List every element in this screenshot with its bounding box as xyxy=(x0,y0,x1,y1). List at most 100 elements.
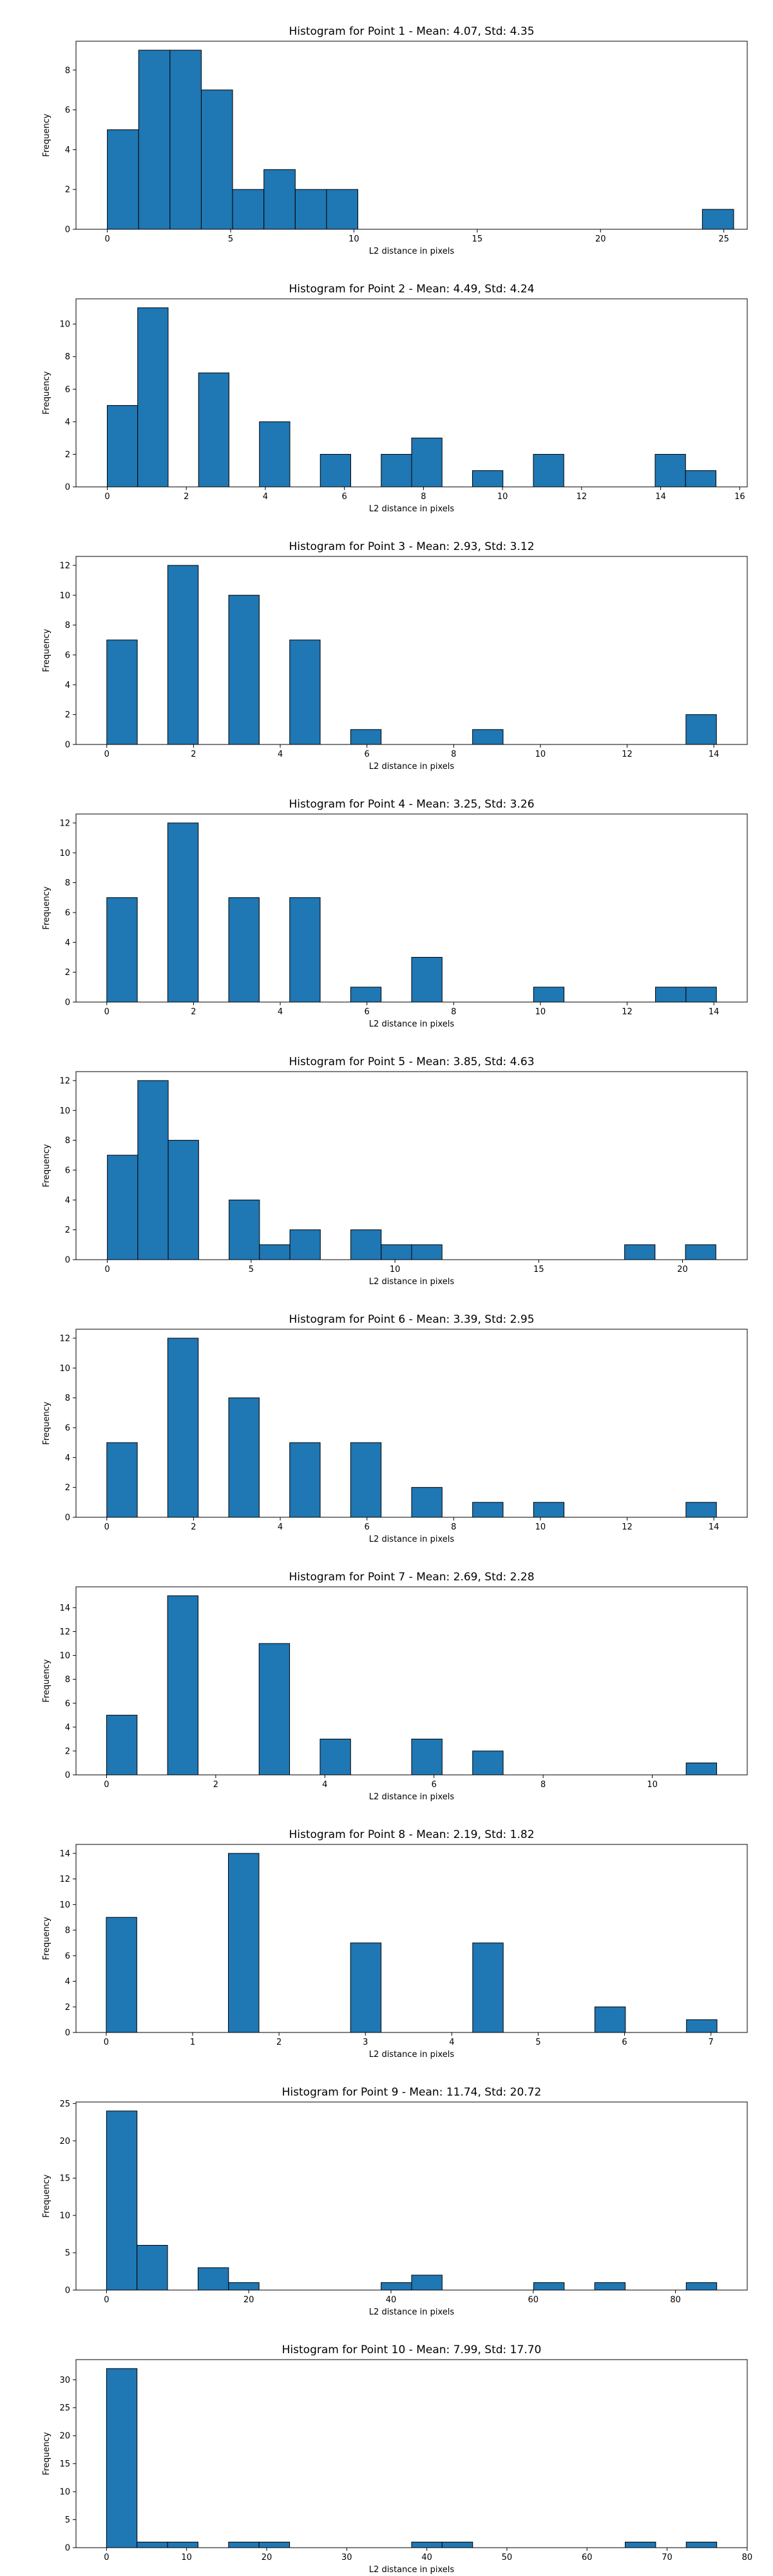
histogram-bar xyxy=(685,470,717,488)
histogram-bar xyxy=(263,169,296,230)
x-tick-label: 80 xyxy=(742,2553,753,2562)
y-tick-label: 0 xyxy=(65,741,70,750)
plot-frame xyxy=(75,1071,748,1260)
histogram-bar xyxy=(106,1442,138,1518)
histogram-bar xyxy=(258,1643,291,1776)
histogram-bar xyxy=(167,1140,199,1260)
histogram-6: Histogram for Point 6 - Mean: 3.39, Std:… xyxy=(42,1313,748,1544)
y-tick-label: 2 xyxy=(65,450,70,460)
histogram-bar xyxy=(685,1244,716,1260)
chart-title: Histogram for Point 5 - Mean: 3.85, Std:… xyxy=(289,1056,534,1068)
histogram-bar xyxy=(106,2368,138,2548)
y-tick-label: 10 xyxy=(59,1900,70,1910)
x-tick-label: 30 xyxy=(341,2553,352,2562)
histogram-bar xyxy=(320,453,351,488)
histogram-bar xyxy=(294,189,327,230)
histogram-bar xyxy=(350,729,382,745)
histogram-8: Histogram for Point 8 - Mean: 2.19, Std:… xyxy=(42,1828,748,2060)
histogram-bar xyxy=(533,1502,565,1518)
histogram-bar xyxy=(472,1750,504,1776)
y-tick-label: 10 xyxy=(59,1364,70,1374)
y-tick-label: 15 xyxy=(59,2174,70,2184)
x-tick-label: 10 xyxy=(535,1007,546,1017)
y-tick-label: 6 xyxy=(65,1699,70,1709)
y-tick-label: 8 xyxy=(65,352,70,362)
y-tick-label: 2 xyxy=(65,1747,70,1756)
y-tick-label: 20 xyxy=(59,2432,70,2441)
y-tick-label: 10 xyxy=(59,2211,70,2221)
y-tick-label: 30 xyxy=(59,2376,70,2385)
histogram-bar xyxy=(137,1080,169,1260)
chart-title: Histogram for Point 3 - Mean: 2.93, Std:… xyxy=(289,540,534,553)
y-axis-label: Frequency xyxy=(42,1401,52,1444)
x-tick-label: 0 xyxy=(104,492,110,502)
histogram-2: Histogram for Point 2 - Mean: 4.49, Std:… xyxy=(42,283,748,514)
histogram-bar xyxy=(381,1244,412,1260)
histogram-bar xyxy=(685,1762,718,1776)
histogram-bar xyxy=(411,437,443,488)
histogram-bar xyxy=(472,1502,504,1518)
x-tick-label: 14 xyxy=(709,1007,720,1017)
y-axis-label: Frequency xyxy=(42,113,52,156)
x-tick-label: 10 xyxy=(348,234,359,244)
histogram-bar xyxy=(654,453,686,488)
histogram-4: Histogram for Point 4 - Mean: 3.25, Std:… xyxy=(42,798,748,1029)
x-tick-label: 3 xyxy=(363,2038,368,2047)
histogram-bar xyxy=(411,1738,443,1776)
histogram-bar xyxy=(685,2541,718,2548)
plot-frame xyxy=(75,2101,748,2291)
x-tick-label: 8 xyxy=(451,750,456,759)
x-tick-label: 14 xyxy=(709,750,720,759)
chart-title: Histogram for Point 9 - Mean: 11.74, Std… xyxy=(282,2086,542,2099)
y-tick-label: 6 xyxy=(65,106,70,115)
y-tick-label: 6 xyxy=(65,1423,70,1433)
histogram-bar xyxy=(685,2282,718,2291)
histogram-bar xyxy=(625,2541,656,2548)
x-tick-label: 20 xyxy=(595,234,606,244)
x-tick-label: 12 xyxy=(622,1522,633,1532)
x-tick-label: 8 xyxy=(540,1780,546,1790)
histogram-bar xyxy=(200,90,233,230)
chart-title: Histogram for Point 2 - Mean: 4.49, Std:… xyxy=(289,283,534,296)
y-tick-label: 14 xyxy=(59,1849,70,1859)
y-tick-label: 8 xyxy=(65,66,70,75)
plot-frame xyxy=(75,1586,748,1776)
histogram-10: Histogram for Point 10 - Mean: 7.99, Std… xyxy=(42,2344,753,2575)
x-tick-label: 0 xyxy=(104,1007,110,1017)
histogram-bar xyxy=(320,1738,351,1776)
x-tick-label: 2 xyxy=(184,492,189,502)
x-tick-label: 2 xyxy=(213,1780,218,1790)
histogram-bar xyxy=(167,1595,199,1776)
y-tick-label: 2 xyxy=(65,185,70,195)
chart-title: Histogram for Point 8 - Mean: 2.19, Std:… xyxy=(289,1828,534,1841)
y-axis-label: Frequency xyxy=(42,1144,52,1187)
x-axis-label: L2 distance in pixels xyxy=(369,504,455,514)
x-tick-label: 10 xyxy=(390,1265,401,1274)
histogram-bar xyxy=(350,1942,382,2033)
x-tick-label: 0 xyxy=(104,234,110,244)
y-axis-label: Frequency xyxy=(42,371,52,414)
histogram-bar xyxy=(350,1229,382,1260)
y-tick-label: 0 xyxy=(65,483,70,493)
y-tick-label: 25 xyxy=(59,2099,70,2109)
x-axis-label: L2 distance in pixels xyxy=(369,1019,455,1029)
x-tick-label: 20 xyxy=(262,2553,272,2562)
y-tick-label: 6 xyxy=(65,1951,70,1961)
x-tick-label: 10 xyxy=(647,1780,658,1790)
histogram-bar xyxy=(441,2541,473,2548)
x-tick-label: 4 xyxy=(449,2038,454,2047)
x-tick-label: 6 xyxy=(365,1007,370,1017)
histogram-bar xyxy=(228,1397,260,1518)
y-tick-label: 8 xyxy=(65,1926,70,1936)
plot-frame xyxy=(75,1844,748,2033)
x-tick-label: 4 xyxy=(278,1522,283,1532)
histogram-bar xyxy=(106,405,138,488)
x-tick-label: 14 xyxy=(709,1522,720,1532)
x-tick-label: 40 xyxy=(386,2295,397,2305)
y-tick-label: 4 xyxy=(65,1723,70,1732)
y-tick-label: 20 xyxy=(59,2137,70,2146)
histogram-bar xyxy=(326,189,359,230)
histogram-bar xyxy=(381,2282,412,2291)
x-axis-label: L2 distance in pixels xyxy=(369,1535,455,1544)
